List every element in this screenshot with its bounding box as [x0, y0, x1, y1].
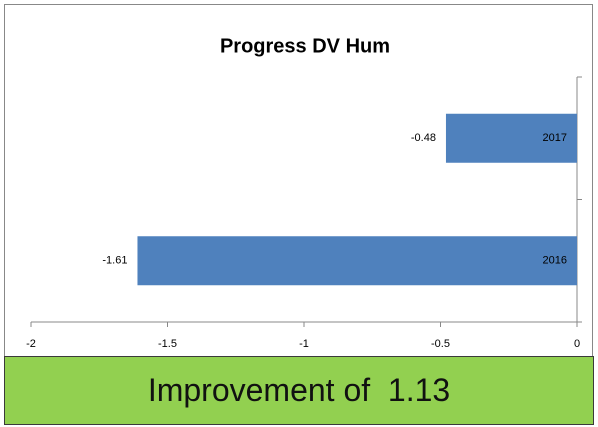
bar [137, 236, 577, 286]
chart-border [4, 4, 593, 356]
banner: Improvement of 1.13 [4, 356, 594, 425]
bar [445, 113, 577, 163]
category-label: 2017 [543, 132, 567, 144]
x-tick-label: -2 [26, 338, 36, 350]
chart-title: Progress DV Hum [220, 35, 390, 57]
chart: Progress DV Hum -2 -1.5 -1 -0.5 0 -1.61 2016 -0… [4, 4, 593, 356]
data-label: -1.61 [102, 255, 127, 267]
data-label: -0.48 [411, 132, 436, 144]
x-tick-label: 0 [574, 338, 580, 350]
x-tick-label: -0.5 [431, 338, 450, 350]
x-tick-label: -1 [299, 338, 309, 350]
x-tick-label: -1.5 [158, 338, 177, 350]
category-label: 2016 [543, 255, 567, 267]
